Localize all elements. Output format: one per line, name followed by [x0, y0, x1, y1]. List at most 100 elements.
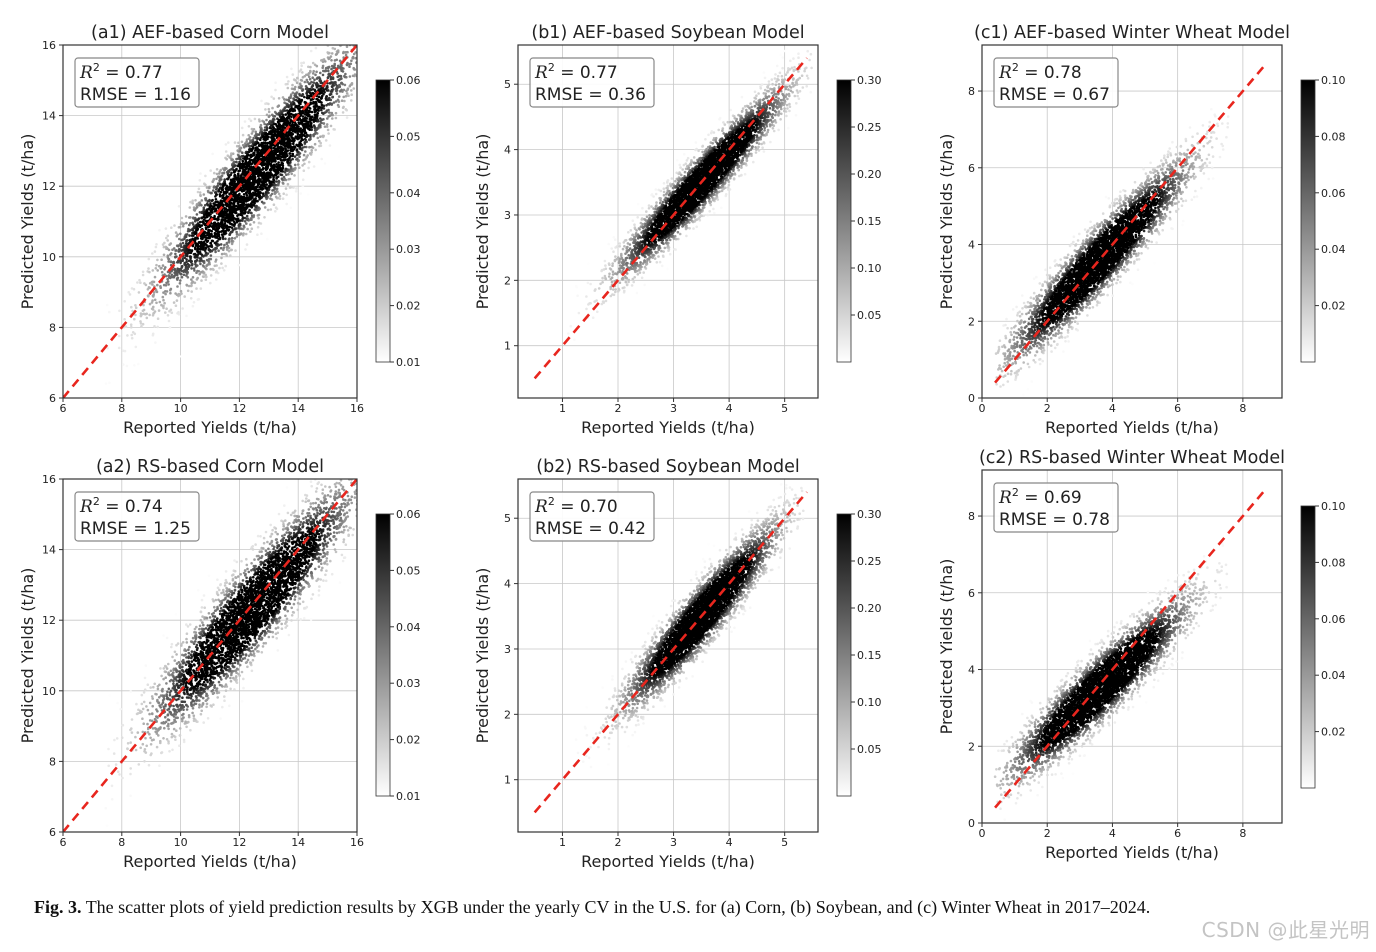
scatter-point [325, 125, 329, 128]
scatter-point [252, 136, 255, 140]
scatter-point [167, 248, 171, 252]
scatter-point [250, 227, 254, 230]
scatter-point [276, 112, 279, 116]
scatter-point [151, 283, 154, 286]
scatter-point [342, 56, 346, 59]
scatter-point [191, 262, 194, 266]
scatter-point [196, 190, 200, 194]
scatter-point [775, 80, 778, 83]
scatter-point [621, 276, 625, 280]
scatter-point [268, 181, 271, 185]
scatter-point [258, 120, 261, 123]
scatter-point [611, 293, 614, 296]
scatter-point [658, 260, 662, 264]
scatter-point [196, 237, 199, 240]
scatter-point [313, 107, 316, 111]
scatter-point [276, 154, 279, 157]
scatter-point [613, 238, 617, 241]
scatter-point [311, 72, 315, 75]
scatter-point [220, 262, 223, 265]
scatter-point [750, 105, 753, 109]
scatter-point [609, 285, 612, 289]
scatter-point [789, 59, 792, 63]
scatter-point [233, 141, 237, 144]
scatter-point [702, 214, 705, 218]
scatter-point [643, 283, 646, 287]
scatter-point [156, 258, 159, 262]
scatter-point [331, 77, 335, 81]
scatter-point [611, 273, 615, 276]
scatter-point [318, 77, 322, 80]
scatter-point [625, 247, 628, 250]
scatter-point [284, 141, 288, 145]
scatter-point [298, 70, 301, 73]
scatter-point [786, 107, 789, 110]
scatter-point [780, 107, 783, 111]
scatter-point [172, 261, 176, 265]
scatter-point [195, 231, 198, 235]
scatter-point [718, 118, 721, 121]
scatter-point [294, 135, 298, 138]
scatter-point [615, 245, 619, 248]
scatter-point [278, 194, 282, 198]
scatter-point [191, 202, 194, 205]
scatter-point [177, 250, 181, 253]
scatter-point [610, 247, 613, 250]
scatter-point [226, 154, 230, 157]
scatter-point [773, 87, 776, 90]
scatter-point [253, 151, 256, 155]
scatter-point [214, 246, 217, 250]
scatter-point [611, 270, 615, 274]
scatter-point [325, 95, 328, 98]
scatter-point [204, 234, 208, 237]
scatter-point [577, 311, 581, 315]
scatter-point [348, 65, 351, 68]
scatter-point [351, 22, 354, 25]
scatter-point [241, 216, 245, 219]
scatter-point [162, 291, 165, 294]
scatter-point [352, 87, 356, 90]
scatter-point [200, 240, 203, 244]
scatter-point [178, 282, 182, 285]
scatter-point [239, 195, 242, 198]
scatter-point [200, 199, 204, 202]
scatter-point [326, 76, 330, 80]
scatter-point [126, 334, 129, 337]
scatter-point [226, 244, 230, 248]
stats-box [74, 57, 200, 108]
scatter-point [245, 193, 249, 197]
scatter-point [175, 249, 178, 252]
scatter-point [277, 179, 281, 183]
scatter-point [193, 216, 197, 220]
scatter-point [160, 270, 164, 274]
scatter-point [624, 280, 628, 284]
scatter-point [199, 287, 203, 290]
scatter-point [245, 157, 249, 160]
scatter-point [794, 114, 798, 117]
scatter-point [654, 192, 658, 196]
scatter-point [228, 237, 231, 240]
scatter-point [169, 242, 173, 245]
scatter-point [154, 341, 157, 344]
scatter-point [770, 123, 774, 127]
scatter-point [166, 314, 170, 317]
scatter-point [178, 248, 181, 251]
scatter-point [772, 90, 776, 93]
scatter-point [342, 51, 345, 55]
scatter-point [289, 154, 292, 158]
scatter-point [294, 190, 298, 193]
scatter-point [318, 139, 321, 143]
scatter-point [324, 60, 327, 63]
scatter-point [348, 84, 352, 88]
scatter-point [152, 291, 156, 294]
scatter-point [610, 276, 614, 280]
scatter-point [123, 300, 126, 303]
scatter-point [192, 267, 196, 270]
scatter-point [348, 75, 352, 78]
x-tick-label: 12 [232, 402, 246, 415]
scatter-point [295, 187, 298, 190]
scatter-point [659, 189, 663, 193]
plot-frame [62, 44, 358, 399]
scatter-point [265, 171, 269, 175]
scatter-point [316, 108, 319, 111]
